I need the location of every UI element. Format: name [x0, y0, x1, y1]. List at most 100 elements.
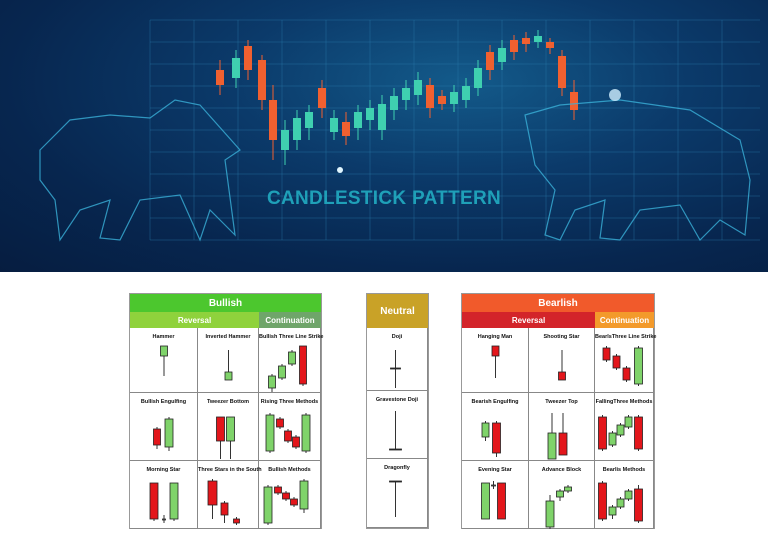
- bearish-candle: [292, 436, 300, 448]
- bearish-candle: [290, 498, 298, 506]
- banner-candle: [269, 100, 277, 140]
- bull-figure: [39, 99, 241, 242]
- bear-figure: [524, 99, 751, 241]
- pattern-chart: [207, 479, 240, 525]
- bullish-candle: [278, 365, 286, 379]
- pattern-cell: Dragonfly: [367, 459, 428, 528]
- bearish-candle: [634, 416, 643, 450]
- bullish-candle: [169, 482, 179, 520]
- bullish-candle: [564, 486, 572, 492]
- banner-candle: [546, 42, 554, 48]
- pattern-label: Three Stars in the South: [198, 467, 262, 473]
- banner-candle: [390, 96, 398, 110]
- pattern-cell: Bearlis Methods: [595, 461, 654, 529]
- bullish-continuation-header: Continuation: [259, 312, 321, 328]
- pattern-cell: Hammer: [130, 328, 198, 393]
- bullish-candle: [624, 416, 633, 428]
- bullish-candle: [299, 480, 309, 510]
- neutral-panel: Neutral Doji Gravestone Doji Dragonfly: [366, 293, 429, 529]
- banner-candle: [570, 92, 578, 110]
- bullish-candle: [481, 482, 490, 520]
- bearish-candle: [282, 492, 290, 500]
- bullish-candle: [616, 498, 625, 508]
- banner-candle: [342, 122, 350, 136]
- bearish-candle: [558, 371, 566, 381]
- banner-candle: [305, 112, 313, 128]
- pattern-cell: Inverted Hammer: [198, 328, 259, 393]
- banner-candle: [258, 60, 266, 100]
- banner-candle: [498, 48, 506, 62]
- banner: CANDLESTICK PATTERN: [0, 0, 768, 272]
- banner-illustration: [39, 19, 760, 242]
- banner-candle: [510, 40, 518, 52]
- pattern-label: Bullish Engulfing: [140, 399, 187, 405]
- bearish-candle: [612, 355, 621, 369]
- pattern-cell: Advance Block: [529, 461, 595, 529]
- light-flare: [337, 167, 343, 173]
- pattern-chart: [602, 346, 643, 386]
- doji-candle: [389, 480, 402, 483]
- bearish-candle: [622, 367, 631, 381]
- banner-title: CANDLESTICK PATTERN: [266, 188, 502, 209]
- bullish-candle: [160, 345, 168, 357]
- bearish-candle: [233, 518, 240, 524]
- pattern-chart: [598, 481, 643, 523]
- pattern-cell: FallingThree Methods: [595, 393, 654, 461]
- banner-candle: [281, 130, 289, 150]
- pattern-label: BearlsThree Line Strike: [595, 334, 657, 340]
- bullish-candle: [608, 506, 617, 516]
- pattern-cell: Bullish Engulfing: [130, 393, 198, 461]
- bearish-candle: [274, 486, 282, 494]
- pattern-chart: [153, 417, 174, 451]
- bullish-candle: [545, 500, 555, 528]
- pattern-cell: Bullish Three Line Strike: [259, 328, 324, 393]
- pattern-label: Hammer: [152, 334, 175, 340]
- bearish-candle: [497, 482, 506, 520]
- bullish-candle: [265, 414, 275, 452]
- bullish-candle: [481, 422, 490, 438]
- pattern-label: Evening Star: [478, 467, 512, 473]
- bullish-candle: [224, 371, 233, 381]
- pattern-label: Hanging Man: [477, 334, 513, 340]
- pattern-label: Tweezer Top: [545, 399, 578, 405]
- pattern-label: Bearlis Methods: [602, 467, 646, 473]
- doji-candle: [491, 484, 496, 487]
- pattern-cell: Hanging Man: [462, 328, 529, 393]
- pattern-chart: [216, 416, 235, 459]
- banner-candle: [318, 88, 326, 108]
- bullish-candle: [263, 486, 273, 524]
- bullish-candle: [556, 490, 564, 498]
- light-flare: [609, 89, 621, 101]
- pattern-chart: [545, 485, 572, 529]
- pattern-label: Advance Block: [541, 467, 582, 473]
- pattern-chart: [390, 350, 401, 388]
- pattern-label: Bullish Three Line Strike: [259, 334, 324, 340]
- bullish-reversal-header: Reversal: [130, 312, 259, 328]
- pattern-cell: Tweezer Bottom: [198, 393, 259, 461]
- doji-candle: [390, 367, 401, 370]
- banner-candle: [558, 56, 566, 88]
- pattern-chart: [558, 350, 566, 381]
- banner-candle: [534, 36, 542, 42]
- bearish-candle: [153, 428, 161, 446]
- banner-candle: [293, 118, 301, 140]
- bullish-panel: Bullish Reversal Continuation Hammer Inve…: [129, 293, 324, 529]
- pattern-cell: BearlsThree Line Strike: [595, 328, 657, 393]
- pattern-chart: [149, 482, 179, 523]
- banner-candle: [402, 88, 410, 100]
- pattern-label: Morning Star: [146, 467, 181, 473]
- banner-candle: [438, 96, 446, 104]
- banner-candle: [522, 38, 530, 44]
- pattern-chart: [481, 421, 501, 457]
- bearish-candle: [284, 430, 292, 442]
- pattern-label: Rising Three Methods: [260, 399, 319, 405]
- pattern-chart: [268, 345, 307, 392]
- pattern-chart: [491, 345, 500, 378]
- bearish-candle: [491, 345, 500, 357]
- bearish-reversal-header: Reversal: [462, 312, 595, 328]
- pattern-chart: [389, 411, 402, 451]
- bearish-candle: [598, 482, 607, 520]
- banner-candle: [366, 108, 374, 120]
- bearish-candle: [598, 416, 607, 450]
- bullish-candle: [301, 414, 311, 452]
